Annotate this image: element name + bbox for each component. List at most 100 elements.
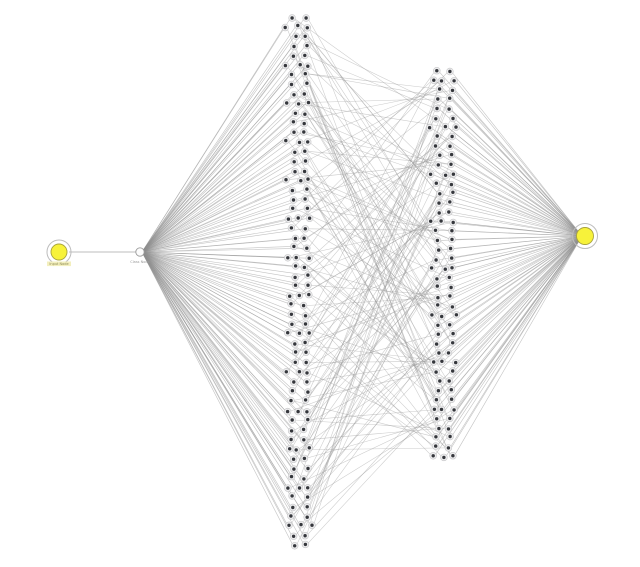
hidden-node[interactable] — [438, 379, 442, 383]
hidden-node[interactable] — [434, 444, 438, 448]
hidden-node[interactable] — [293, 150, 297, 154]
hidden-node[interactable] — [436, 323, 440, 327]
hidden-node[interactable] — [306, 140, 310, 144]
hidden-node[interactable] — [285, 101, 289, 105]
hidden-node[interactable] — [306, 390, 310, 394]
hidden-node[interactable] — [439, 219, 443, 223]
hidden-node[interactable] — [432, 407, 437, 411]
hidden-node[interactable] — [298, 62, 302, 67]
hidden-node[interactable] — [451, 116, 455, 121]
hidden-node[interactable] — [440, 359, 444, 363]
hidden-node[interactable] — [296, 409, 300, 414]
hidden-node[interactable] — [285, 409, 290, 414]
hidden-node[interactable] — [290, 494, 294, 498]
hidden-node[interactable] — [450, 256, 454, 260]
hidden-node[interactable] — [292, 380, 296, 384]
hidden-node[interactable] — [293, 236, 298, 241]
hidden-node[interactable] — [305, 505, 309, 509]
hidden-node[interactable] — [430, 313, 434, 317]
hidden-node[interactable] — [446, 446, 451, 450]
hidden-node[interactable] — [306, 466, 310, 471]
hidden-node[interactable] — [433, 228, 438, 232]
output-node[interactable] — [576, 227, 594, 245]
hidden-node[interactable] — [449, 388, 453, 392]
hidden-node[interactable] — [297, 331, 302, 335]
hidden-node[interactable] — [434, 435, 438, 439]
hidden-node[interactable] — [434, 342, 439, 346]
hidden-node[interactable] — [449, 397, 454, 401]
hidden-node[interactable] — [447, 210, 451, 214]
hidden-node[interactable] — [305, 515, 309, 519]
hidden-node[interactable] — [437, 248, 441, 252]
hidden-node[interactable] — [306, 273, 310, 277]
hidden-node[interactable] — [293, 111, 298, 116]
hidden-node[interactable] — [440, 314, 444, 319]
hidden-node[interactable] — [305, 81, 309, 85]
hidden-node[interactable] — [301, 303, 306, 308]
hidden-node[interactable] — [435, 134, 439, 138]
hidden-node[interactable] — [447, 275, 451, 280]
hidden-node[interactable] — [434, 398, 439, 402]
hidden-node[interactable] — [291, 457, 296, 461]
hidden-node[interactable] — [450, 266, 454, 270]
hidden-node[interactable] — [307, 216, 312, 220]
hidden-node[interactable] — [293, 350, 298, 354]
hidden-node[interactable] — [291, 120, 296, 124]
hidden-node[interactable] — [303, 34, 307, 38]
hidden-node[interactable] — [451, 220, 455, 225]
hidden-node[interactable] — [292, 130, 296, 134]
hidden-node[interactable] — [303, 149, 307, 153]
hidden-node[interactable] — [302, 236, 306, 240]
hidden-node[interactable] — [449, 285, 453, 290]
hidden-node[interactable] — [443, 124, 448, 129]
hidden-node[interactable] — [301, 427, 306, 432]
hidden-node[interactable] — [449, 152, 454, 157]
hidden-node[interactable] — [437, 211, 441, 215]
hidden-node[interactable] — [305, 371, 309, 375]
hidden-node[interactable] — [436, 389, 441, 393]
hidden-node[interactable] — [436, 97, 440, 101]
hidden-node[interactable] — [446, 351, 451, 355]
hidden-node[interactable] — [454, 360, 458, 365]
hidden-node[interactable] — [451, 369, 455, 373]
hidden-node[interactable] — [454, 125, 458, 129]
hidden-node[interactable] — [297, 370, 302, 374]
hidden-node[interactable] — [293, 264, 298, 268]
hidden-node[interactable] — [303, 398, 308, 402]
hidden-node[interactable] — [448, 144, 452, 148]
hidden-node[interactable] — [303, 227, 307, 231]
hidden-node[interactable] — [443, 173, 448, 177]
hidden-node[interactable] — [296, 23, 300, 28]
hidden-node[interactable] — [302, 92, 306, 96]
hidden-node[interactable] — [305, 246, 309, 250]
hidden-node[interactable] — [302, 456, 307, 461]
hidden-node[interactable] — [289, 398, 293, 403]
hidden-node[interactable] — [303, 534, 307, 538]
hidden-node[interactable] — [290, 188, 295, 193]
hidden-node[interactable] — [451, 331, 455, 336]
hidden-node[interactable] — [299, 522, 303, 527]
hidden-node[interactable] — [310, 523, 314, 527]
hidden-node[interactable] — [429, 219, 433, 223]
hidden-node[interactable] — [437, 87, 442, 91]
hidden-node[interactable] — [286, 217, 291, 221]
hidden-node[interactable] — [287, 523, 291, 527]
hidden-node[interactable] — [306, 64, 310, 68]
hidden-node[interactable] — [289, 82, 294, 87]
hidden-node[interactable] — [303, 72, 307, 76]
hidden-node[interactable] — [294, 34, 298, 38]
hidden-node[interactable] — [297, 486, 302, 490]
hidden-node[interactable] — [302, 121, 306, 126]
hidden-node[interactable] — [306, 417, 310, 422]
hidden-node[interactable] — [303, 159, 308, 163]
hidden-node[interactable] — [291, 206, 295, 210]
hidden-node[interactable] — [449, 182, 454, 187]
hidden-node[interactable] — [302, 477, 306, 481]
hidden-node[interactable] — [436, 296, 440, 300]
hidden-node[interactable] — [446, 427, 451, 431]
hidden-node[interactable] — [303, 314, 308, 318]
hidden-node[interactable] — [305, 43, 309, 48]
hidden-node[interactable] — [290, 16, 294, 20]
hidden-node[interactable] — [435, 238, 440, 243]
